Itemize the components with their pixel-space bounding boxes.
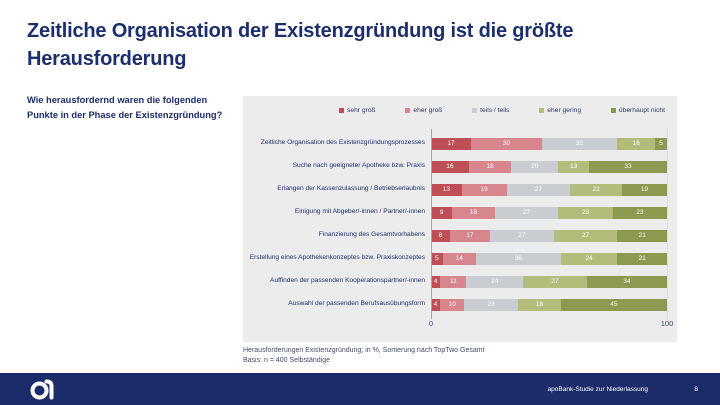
bar-segment: 23 xyxy=(612,206,667,219)
bar-segment: 17 xyxy=(449,229,490,242)
chart-footnote: Herausforderungen Existenzgründung; in %… xyxy=(243,346,485,366)
bar-segment: 23 xyxy=(464,298,519,311)
bar-segment: 32 xyxy=(541,137,618,150)
bar-segment: 21 xyxy=(617,252,667,265)
chart-row: Auswahl der passenden Berufsausübungsfor… xyxy=(249,293,667,316)
chart-row: Finanzierung des Gesamtvorhabens 8 17 27 27 2… xyxy=(249,224,667,247)
legend-label: eher gering xyxy=(547,107,582,114)
bar-segment: 4 xyxy=(431,298,441,311)
bar-segment: 24 xyxy=(560,252,618,265)
footer-bar: apoBank-Studie zur Niederlassung 8 xyxy=(0,373,720,405)
legend-swatch-icon xyxy=(405,108,411,113)
legend-label: sehr groß xyxy=(347,107,376,114)
bar-segment: 27 xyxy=(489,229,554,242)
bar-segment: 13 xyxy=(431,183,462,196)
bar-segment: 16 xyxy=(431,160,469,173)
bar-track: 5 14 36 24 21 xyxy=(431,252,667,265)
bar-segment: 11 xyxy=(440,275,467,288)
legend-swatch-icon xyxy=(472,108,478,113)
bar-track: 4 10 23 18 45 xyxy=(431,298,667,311)
bar-segment: 18 xyxy=(518,298,561,311)
x-tick-0: 0 xyxy=(428,319,434,328)
legend-item: eher groß xyxy=(405,107,442,114)
bar-segment: 24 xyxy=(466,275,524,288)
bar-segment: 8 xyxy=(431,229,450,242)
bar-track: 17 30 32 16 5 xyxy=(431,137,667,150)
x-tick-100: 100 xyxy=(660,319,674,328)
legend-item: überhaupt nicht xyxy=(610,107,665,114)
bar-segment: 13 xyxy=(558,160,590,173)
footnote-line2: Basis: n = 400 Selbständige xyxy=(243,357,330,365)
bar-track: 9 18 27 23 23 xyxy=(431,206,667,219)
bar-segment: 22 xyxy=(570,183,623,196)
legend-item: sehr groß xyxy=(339,107,376,114)
y-axis-line xyxy=(431,129,432,319)
bar-segment: 20 xyxy=(511,160,559,173)
page-title-line2: Herausforderung xyxy=(27,47,187,70)
bar-segment: 21 xyxy=(617,229,667,242)
chart-row: Erstellung eines Apothekenkonzeptes bzw.… xyxy=(249,247,667,270)
legend-item: teils / teils xyxy=(472,107,510,114)
bar-segment: 27 xyxy=(494,206,559,219)
category-label: Auswahl der passenden Berufsausübungsfor… xyxy=(288,300,425,308)
bar-segment: 45 xyxy=(560,298,667,311)
bar-segment: 34 xyxy=(586,275,667,288)
chart-row: Zeitliche Organisation des Existenzgründ… xyxy=(249,132,667,155)
page-title-line1: Zeitliche Organisation der Existenzgründ… xyxy=(27,20,574,42)
legend-swatch-icon xyxy=(539,108,545,113)
chart-legend: sehr groß eher groß teils / teils eher geri… xyxy=(339,107,665,114)
bar-segment: 9 xyxy=(431,206,453,219)
category-label: Erlangen der Kassenzulassung / Betriebse… xyxy=(277,185,425,193)
chart-row: Einigung mit Abgeber/-innen / Partner/-i… xyxy=(249,201,667,224)
category-label: Zeitliche Organisation des Existenzgründ… xyxy=(260,139,425,147)
bar-segment: 18 xyxy=(452,206,495,219)
footnote-line1: Herausforderungen Existenzgründung; in %… xyxy=(243,347,485,354)
bar-segment: 27 xyxy=(506,183,571,196)
bar-track: 16 18 20 13 33 xyxy=(431,160,667,173)
category-label: Suche nach geeigneter Apotheke bzw. Prax… xyxy=(292,162,425,170)
bar-segment: 5 xyxy=(655,137,667,150)
bar-segment: 27 xyxy=(553,229,618,242)
apobank-logo-icon xyxy=(30,379,54,400)
bar-segment: 33 xyxy=(589,160,667,173)
legend-item: eher gering xyxy=(539,107,581,114)
bar-segment: 14 xyxy=(442,252,476,265)
bar-segment: 23 xyxy=(558,206,613,219)
category-label: Auffinden der passenden Kooperationspart… xyxy=(270,277,425,285)
bar-segment: 19 xyxy=(461,183,507,196)
bar-segment: 18 xyxy=(468,160,512,173)
chart-row: Erlangen der Kassenzulassung / Betriebse… xyxy=(249,178,667,201)
gridline-100 xyxy=(667,129,668,319)
chart-panel: sehr groß eher groß teils / teils eher geri… xyxy=(243,96,677,342)
bar-segment: 4 xyxy=(431,275,441,288)
category-label: Erstellung eines Apothekenkonzeptes bzw.… xyxy=(249,254,425,262)
bar-track: 8 17 27 27 21 xyxy=(431,229,667,242)
question-text: Wie herausfordernd waren die folgenden P… xyxy=(27,95,223,121)
bar-segment: 17 xyxy=(431,137,472,150)
chart-rows: Zeitliche Organisation des Existenzgründ… xyxy=(249,132,667,316)
category-label: Einigung mit Abgeber/-innen / Partner/-i… xyxy=(294,208,425,216)
bar-segment: 10 xyxy=(440,298,465,311)
bar-segment: 36 xyxy=(475,252,561,265)
chart-row: Auffinden der passenden Kooperationspart… xyxy=(249,270,667,293)
page-title: Zeitliche Organisation der Existenzgründ… xyxy=(27,18,667,73)
bar-segment: 5 xyxy=(431,252,443,265)
bar-segment: 30 xyxy=(471,137,542,150)
study-label: apoBank-Studie zur Niederlassung xyxy=(547,386,648,393)
bar-segment: 19 xyxy=(622,183,667,196)
legend-label: teils / teils xyxy=(480,107,510,114)
bar-track: 4 11 24 27 34 xyxy=(431,275,667,288)
page-number: 8 xyxy=(694,386,698,393)
category-label: Finanzierung des Gesamtvorhabens xyxy=(318,231,425,239)
bar-segment: 27 xyxy=(523,275,587,288)
bar-track: 13 19 27 22 19 xyxy=(431,183,667,196)
legend-swatch-icon xyxy=(610,108,616,113)
legend-swatch-icon xyxy=(339,108,344,113)
bar-segment: 16 xyxy=(617,137,656,150)
legend-label: eher groß xyxy=(413,107,443,114)
chart-row: Suche nach geeigneter Apotheke bzw. Prax… xyxy=(249,155,667,178)
legend-label: überhaupt nicht xyxy=(618,107,665,114)
